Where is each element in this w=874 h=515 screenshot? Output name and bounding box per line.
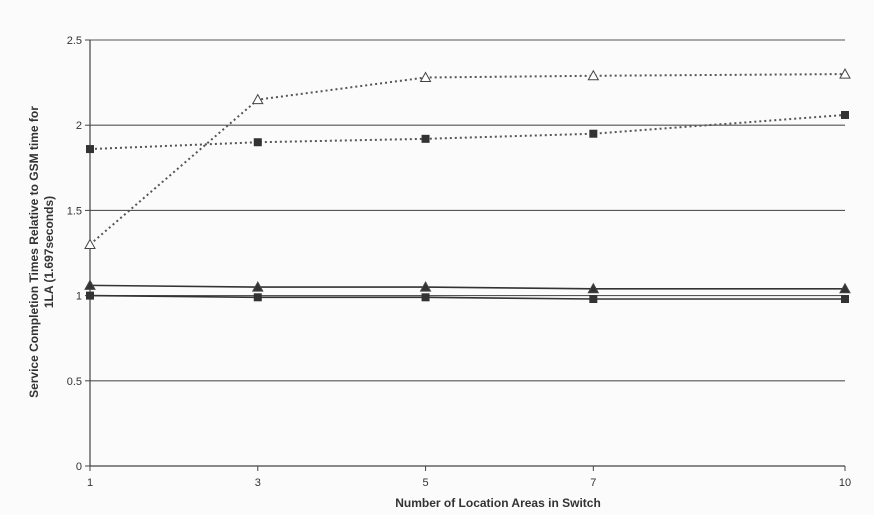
axes bbox=[89, 40, 845, 467]
y-tick-label: 1.5 bbox=[67, 205, 82, 217]
data-point-marker bbox=[841, 295, 849, 304]
y-tick-label: 0 bbox=[76, 461, 82, 473]
data-point-marker bbox=[251, 93, 264, 105]
data-point-marker bbox=[589, 129, 598, 138]
series-3 bbox=[84, 279, 851, 294]
series-group bbox=[84, 68, 851, 304]
data-point-marker bbox=[839, 68, 851, 79]
series-line bbox=[89, 284, 845, 290]
x-tick-label: 5 bbox=[422, 477, 428, 489]
y-axis-label: Service Completion Times Relative to GSM… bbox=[27, 106, 56, 398]
series-4 bbox=[86, 291, 849, 304]
data-point-marker bbox=[421, 293, 430, 302]
y-tick-label: 0.5 bbox=[67, 376, 82, 388]
data-point-marker bbox=[84, 238, 96, 249]
data-point-marker bbox=[587, 69, 600, 81]
x-ticks: 1 3 5 7 10 bbox=[87, 466, 851, 489]
y-axis-label-line-1: Service Completion Times Relative to GSM… bbox=[27, 106, 41, 398]
data-point-marker bbox=[419, 71, 432, 82]
data-point-marker bbox=[253, 293, 262, 302]
series-2 bbox=[86, 110, 849, 154]
data-point-marker bbox=[86, 291, 94, 300]
x-tick-label: 1 bbox=[87, 477, 93, 489]
y-tick-label: 1 bbox=[76, 291, 82, 303]
x-tick-label: 3 bbox=[255, 477, 261, 489]
gridlines bbox=[90, 39, 845, 382]
x-tick-label: 7 bbox=[590, 477, 596, 489]
series-line bbox=[89, 113, 846, 151]
data-point-marker bbox=[421, 134, 430, 143]
series-1 bbox=[84, 68, 851, 249]
x-axis-label: Number of Location Areas in Switch bbox=[395, 496, 601, 510]
data-point-marker bbox=[86, 145, 94, 154]
y-ticks: 0 0.5 1 1.5 2 2.5 bbox=[67, 35, 90, 473]
data-point-marker bbox=[589, 295, 598, 304]
data-point-marker bbox=[84, 279, 96, 290]
x-tick-label: 10 bbox=[839, 477, 851, 489]
y-tick-label: 2 bbox=[76, 120, 82, 132]
data-point-marker bbox=[251, 281, 264, 292]
series-line bbox=[89, 73, 846, 246]
y-axis-label-line-2: 1LA (1.697seconds) bbox=[42, 196, 56, 308]
data-point-marker bbox=[841, 110, 849, 119]
data-point-marker bbox=[253, 138, 262, 147]
y-tick-label: 2.5 bbox=[67, 35, 82, 47]
data-point-marker bbox=[587, 282, 600, 294]
data-point-marker bbox=[419, 281, 432, 292]
data-point-marker bbox=[839, 282, 851, 294]
